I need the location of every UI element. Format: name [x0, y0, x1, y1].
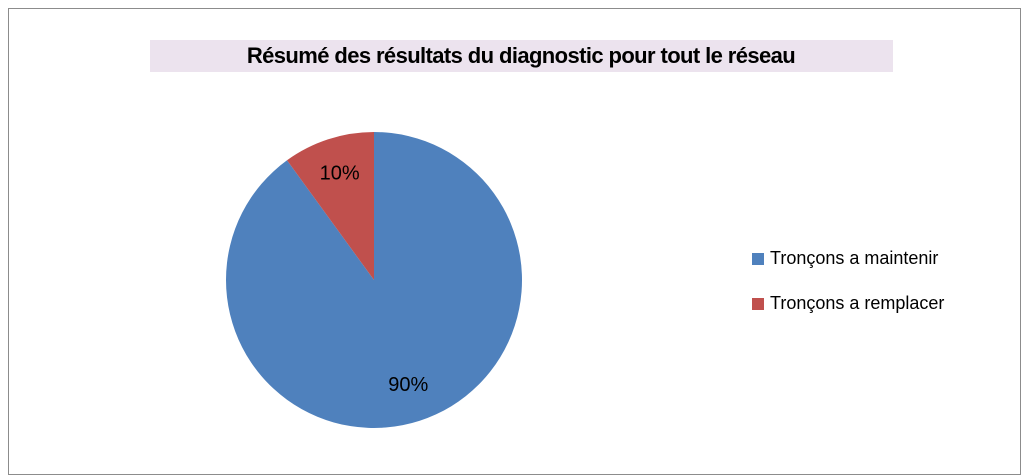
slice-label: 90% — [388, 374, 428, 396]
pie-slice — [287, 132, 374, 280]
slice-label: 10% — [320, 163, 360, 185]
legend-label: Tronçons a maintenir — [770, 248, 938, 268]
title-background — [150, 40, 893, 72]
legend-swatch — [752, 298, 764, 310]
legend-label: Tronçons a remplacer — [770, 293, 944, 313]
chart-title: Résumé des résultats du diagnostic pour … — [247, 43, 795, 68]
legend-swatch — [752, 253, 764, 265]
